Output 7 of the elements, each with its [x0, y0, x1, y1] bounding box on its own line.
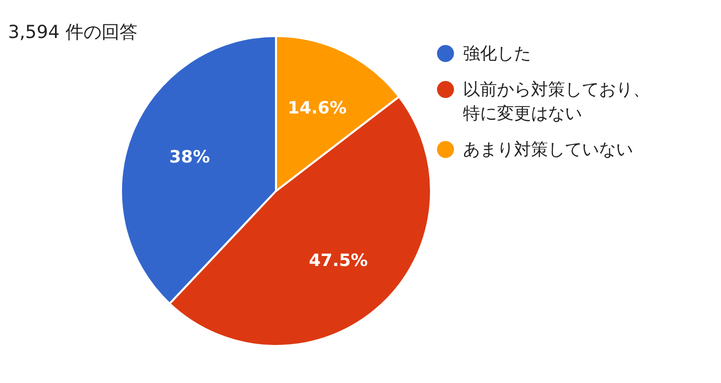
data-label: 47.5% — [308, 251, 368, 272]
data-label: 14.6% — [288, 98, 347, 119]
legend-label: あまり対策していない — [463, 139, 634, 162]
chart-title: 3,594 件の回答 — [8, 21, 138, 44]
data-label: 38% — [169, 148, 210, 168]
legend-label: 以前から対策しており、特に変更はない — [463, 79, 651, 126]
legend-label: 強化した — [463, 43, 532, 66]
